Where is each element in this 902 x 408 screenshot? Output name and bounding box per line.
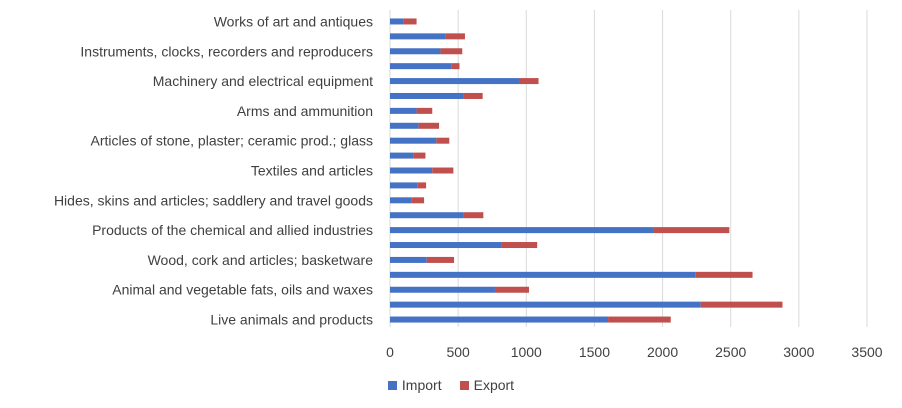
- bar-export: [403, 18, 417, 25]
- bar-export: [700, 301, 783, 308]
- bar-import: [390, 182, 418, 189]
- bar-export: [494, 286, 530, 293]
- gridlines: [389, 10, 868, 327]
- bars: [390, 18, 783, 323]
- bar-export: [608, 316, 671, 323]
- category-label: Products of the chemical and allied indu…: [92, 222, 373, 238]
- bar-import: [390, 18, 404, 25]
- bar-import: [390, 137, 437, 144]
- bar-import: [390, 212, 464, 219]
- bar-import: [390, 167, 433, 174]
- legend-swatch-export: [459, 380, 469, 390]
- x-tick-labels: 0 500 1000 1500 2000 2500 3000 3500: [386, 344, 883, 360]
- category-label: Live animals and products: [210, 312, 373, 328]
- bar-export: [451, 63, 460, 70]
- bar-import: [390, 107, 417, 114]
- category-label: Instruments, clocks, recorders and repro…: [80, 43, 373, 59]
- legend: Import Export: [0, 377, 902, 393]
- x-tick-label: 1500: [579, 344, 610, 360]
- bar-import: [390, 78, 520, 85]
- legend-label-export: Export: [473, 377, 515, 393]
- bar-import: [390, 63, 452, 70]
- bar-import: [390, 256, 427, 263]
- bar-export: [440, 48, 463, 55]
- category-label: Hides, skins and articles; saddlery and …: [54, 192, 373, 208]
- bar-export: [416, 107, 433, 114]
- bar-export: [653, 227, 730, 234]
- bar-import: [390, 33, 446, 40]
- category-label: Articles of stone, plaster; ceramic prod…: [91, 133, 373, 149]
- bar-import: [390, 227, 654, 234]
- bar-export: [463, 212, 484, 219]
- x-tick-label: 2500: [715, 344, 746, 360]
- legend-item-import: Import: [387, 377, 442, 393]
- bar-export: [463, 92, 483, 99]
- bar-import: [390, 301, 701, 308]
- bar-export: [436, 137, 450, 144]
- bar-export: [413, 152, 426, 159]
- bar-import: [390, 48, 441, 55]
- bar-import: [390, 286, 495, 293]
- category-label: Wood, cork and articles; basketware: [148, 252, 374, 268]
- bar-export: [411, 197, 425, 204]
- category-label: Animal and vegetable fats, oils and waxe…: [112, 282, 373, 298]
- bar-export: [695, 271, 753, 278]
- bar-import: [390, 197, 412, 204]
- legend-swatch-import: [387, 380, 397, 390]
- x-tick-label: 2000: [647, 344, 678, 360]
- bar-export: [445, 33, 465, 40]
- x-tick-label: 3000: [783, 344, 814, 360]
- category-label: Works of art and antiques: [214, 13, 373, 29]
- bar-import: [390, 316, 609, 323]
- bar-import: [390, 122, 419, 129]
- category-labels: Works of art and antiques Instruments, cl…: [54, 13, 373, 327]
- category-label: Textiles and articles: [251, 163, 373, 179]
- bar-export: [501, 242, 538, 249]
- bar-import: [390, 152, 414, 159]
- x-tick-label: 1000: [511, 344, 542, 360]
- category-label: Machinery and electrical equipment: [153, 73, 373, 89]
- x-tick-label: 0: [386, 344, 394, 360]
- bar-export: [426, 256, 455, 263]
- bar-export: [418, 122, 440, 129]
- bar-export: [519, 78, 539, 85]
- category-label: Arms and ammunition: [237, 103, 373, 119]
- bar-import: [390, 271, 696, 278]
- bar-export: [432, 167, 454, 174]
- legend-label-import: Import: [401, 377, 442, 393]
- bar-import: [390, 92, 464, 99]
- bar-import: [390, 242, 502, 249]
- legend-item-export: Export: [459, 377, 515, 393]
- bar-export: [417, 182, 427, 189]
- x-tick-label: 3500: [851, 344, 882, 360]
- x-tick-label: 500: [446, 344, 470, 360]
